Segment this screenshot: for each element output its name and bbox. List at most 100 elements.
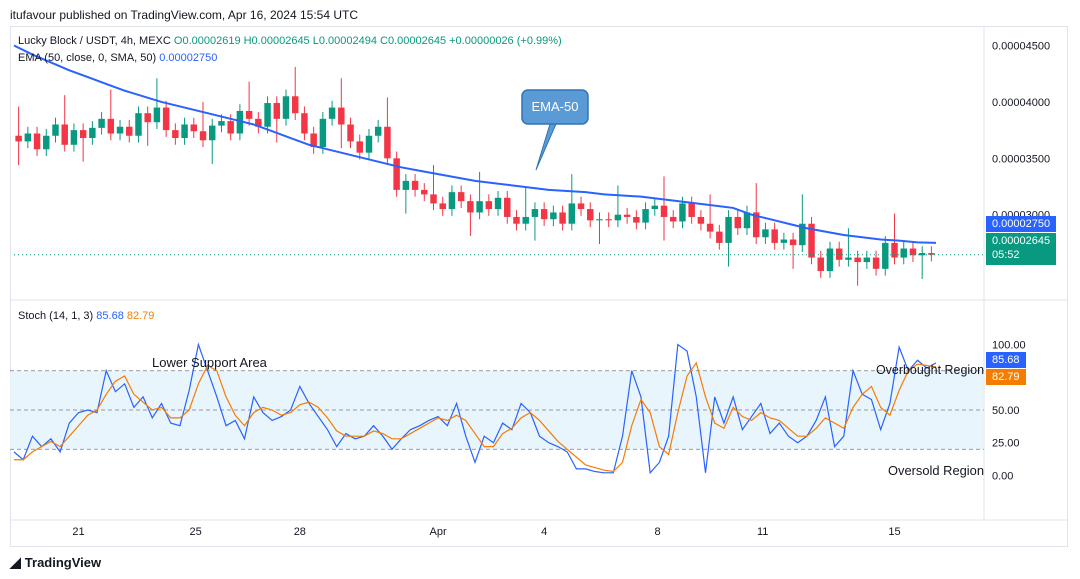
candle-body [347, 124, 354, 142]
candle-body [596, 219, 603, 221]
candle-body [181, 124, 188, 139]
stoch-tick-label: 100.00 [992, 340, 1026, 352]
candle-body [697, 216, 705, 224]
ema-callout-text: EMA-50 [531, 99, 578, 114]
candle-body [540, 209, 548, 220]
candle-body [587, 209, 594, 221]
candle-body [808, 223, 815, 258]
stoch-tick-label: 50.00 [992, 405, 1020, 417]
candle-body [771, 229, 778, 243]
candle-body [882, 242, 889, 269]
candle-body [421, 189, 428, 195]
candle-body [633, 216, 640, 223]
candle-body [706, 223, 714, 232]
symbol-legend: Lucky Block / USDT, 4h, MEXC O0.00002619… [18, 35, 562, 47]
ema-label: EMA (50, close, 0, SMA, 50) [18, 52, 157, 64]
candle-body [430, 194, 437, 204]
time-tick-label: 25 [190, 526, 202, 538]
candle-body [264, 103, 271, 127]
candle-body [716, 231, 723, 243]
stoch-legend: Stoch (14, 1, 3) 85.68 82.79 [18, 310, 154, 322]
ohlc-readout: O0.00002619 H0.00002645 L0.00002494 C0.0… [173, 35, 562, 47]
candle-body [559, 212, 566, 224]
candle-body [448, 192, 456, 210]
price-tick-label: 0.00004000 [992, 97, 1050, 109]
candle-body [356, 141, 363, 153]
candle-body [255, 118, 262, 127]
countdown-value: 05:52 [992, 249, 1020, 261]
candle-body [153, 107, 161, 123]
candle-body [531, 209, 539, 217]
candle-body [494, 197, 502, 210]
candle-body [688, 203, 695, 217]
candle-body [900, 248, 907, 258]
candle-body [826, 248, 834, 272]
oversold-label: Oversold Region [888, 463, 984, 478]
publisher-line: itufavour published on TradingView.com, … [10, 8, 358, 22]
stoch-d-line [14, 361, 937, 473]
candle-body [79, 130, 87, 139]
candle-body [872, 257, 880, 269]
stoch-label: Stoch (14, 1, 3) [18, 310, 94, 322]
candle-body [61, 124, 68, 145]
last-price-tag: 0.00002645 05:52 [986, 233, 1057, 265]
candle-body [909, 248, 917, 256]
candle-body [513, 216, 520, 224]
candle-body [70, 130, 78, 145]
stoch-k-tag: 85.68 [986, 352, 1026, 368]
candle-body [310, 133, 317, 148]
candle-body [291, 96, 299, 114]
candle-body [190, 124, 198, 132]
candle-body [282, 96, 290, 119]
candle-body [24, 133, 32, 142]
candle-body [365, 135, 373, 153]
candle-body [817, 257, 824, 272]
candle-body [577, 203, 585, 210]
candle-body [670, 216, 677, 222]
candle-body [891, 242, 898, 258]
candle-body [467, 201, 474, 213]
candle-body [651, 205, 659, 210]
chart-frame [10, 26, 1068, 547]
candle-body [199, 131, 207, 141]
stoch-k-line [13, 342, 937, 475]
candle-body [605, 219, 612, 221]
candle-body [504, 197, 511, 217]
candle-body [780, 239, 788, 243]
candle-body [135, 113, 142, 136]
candle-body [301, 113, 308, 134]
candle-body [209, 125, 216, 141]
candle-body [236, 110, 244, 134]
candle-body [743, 212, 751, 229]
stoch-d-tag: 82.79 [986, 369, 1026, 385]
candle-body [734, 216, 741, 229]
candle-body [457, 192, 465, 202]
price-tick-label: 0.00003500 [992, 153, 1050, 165]
candle-body [107, 118, 115, 134]
symbol-title: Lucky Block / USDT, 4h, MEXC [18, 35, 171, 47]
time-tick-label: 11 [757, 526, 768, 538]
candle-body [679, 203, 686, 222]
stoch-tick-label: 0.00 [992, 470, 1013, 482]
candle-body [568, 203, 576, 224]
price-tick-label: 0.00004500 [992, 41, 1050, 53]
candle-body [52, 124, 59, 136]
candle-body [328, 107, 336, 119]
ema-legend: EMA (50, close, 0, SMA, 50) 0.00002750 [18, 52, 217, 64]
candle-body [227, 121, 234, 134]
candle-body [144, 113, 151, 123]
candle-body [15, 135, 22, 142]
candle-body [245, 110, 253, 119]
candle-body [273, 103, 280, 119]
candle-body [845, 257, 852, 260]
candle-body [439, 203, 446, 210]
candle-body [384, 126, 391, 159]
candle-body [752, 212, 760, 238]
candle-body [402, 180, 410, 190]
tradingview-logo[interactable]: ◢ TradingView [10, 554, 101, 571]
time-tick-label: Apr [430, 526, 447, 538]
candle-body [835, 248, 843, 260]
candle-body [218, 121, 225, 126]
candle-body [162, 107, 170, 131]
